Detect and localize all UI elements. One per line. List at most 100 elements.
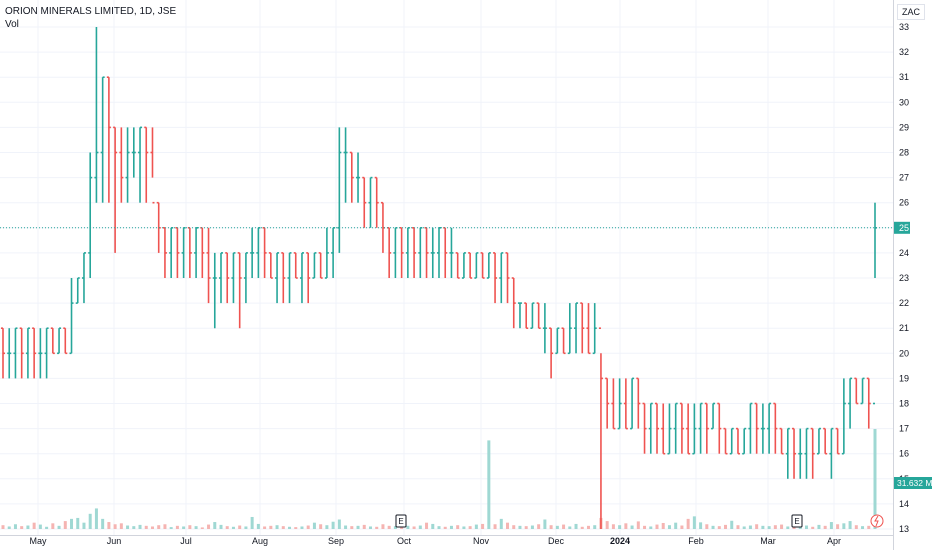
ohlc-bar <box>586 303 591 355</box>
volume-bar <box>586 525 590 529</box>
ohlc-bar <box>829 427 834 479</box>
ohlc-bar <box>524 302 529 330</box>
ohlc-bar <box>841 378 846 455</box>
volume-bar <box>45 526 49 529</box>
ohlc-bar <box>748 402 753 454</box>
volume-bar <box>518 525 522 529</box>
volume-bar <box>562 524 566 529</box>
volume-bar <box>387 525 391 529</box>
ohlc-bar <box>742 427 747 455</box>
volume-bar <box>82 522 86 529</box>
ohlc-bar <box>324 227 329 279</box>
volume-bar <box>250 516 254 529</box>
volume-bar <box>443 526 447 529</box>
earnings-marker[interactable]: E <box>395 514 407 528</box>
x-tick-label: Jul <box>180 536 192 546</box>
ohlc-bar <box>517 302 522 329</box>
volume-bar <box>817 524 821 529</box>
volume-bar <box>207 524 211 529</box>
volume-bar <box>530 525 534 529</box>
ohlc-bar <box>505 252 510 304</box>
ohlc-bar <box>88 152 93 278</box>
x-tick-label: Mar <box>760 536 776 546</box>
volume-bar <box>468 526 472 529</box>
y-tick-label: 23 <box>899 273 909 283</box>
dividend-marker[interactable] <box>870 514 884 528</box>
ohlc-bar <box>461 252 466 279</box>
volume-bar <box>655 524 659 529</box>
earnings-label: E <box>794 517 799 526</box>
ohlc-bar <box>19 327 24 379</box>
volume-bar <box>823 525 827 529</box>
ohlc-bar <box>810 427 815 479</box>
ohlc-bar <box>100 76 105 203</box>
ohlc-bar <box>57 327 62 355</box>
volume-bar <box>300 526 304 529</box>
volume-bar <box>711 525 715 529</box>
y-tick-label: 32 <box>899 47 909 57</box>
ohlc-bar <box>630 377 635 430</box>
ohlc-bar <box>250 227 255 278</box>
ohlc-bar <box>144 126 149 203</box>
currency-badge[interactable]: ZAC <box>897 4 925 20</box>
ohlc-bar <box>150 127 155 204</box>
volume-bar <box>829 522 833 529</box>
volume-bar <box>555 525 559 529</box>
ohlc-bar <box>281 252 286 304</box>
ohlc-bar <box>231 252 236 304</box>
volume-bar <box>200 527 204 529</box>
last-price-badge: 25 <box>894 221 910 234</box>
ohlc-bar <box>530 302 535 330</box>
volume-bar <box>406 525 410 529</box>
ohlc-bar <box>717 402 722 454</box>
volume-bar <box>188 525 192 529</box>
ohlc-bar <box>349 151 354 203</box>
ohlc-bar <box>779 427 784 455</box>
volume-bar <box>873 429 877 529</box>
earnings-marker[interactable]: E <box>791 514 803 528</box>
ohlc-bar <box>32 327 37 379</box>
volume-label[interactable]: Vol <box>5 19 19 30</box>
x-tick-label: May <box>29 536 47 546</box>
ohlc-bar <box>773 402 778 454</box>
volume-bar <box>94 508 98 529</box>
volume-bar <box>169 527 173 529</box>
ohlc-bar <box>362 176 367 228</box>
y-tick-label: 19 <box>899 373 909 383</box>
volume-bar <box>281 526 285 529</box>
volume-bar <box>194 526 198 529</box>
volume-bar <box>674 522 678 529</box>
ohlc-bar <box>63 327 68 355</box>
chart-legend: ORION MINERALS LIMITED, 1D, JSE Vol <box>5 5 176 31</box>
volume-bar <box>811 526 815 529</box>
ohlc-bar <box>430 227 435 278</box>
ohlc-bar <box>343 127 348 203</box>
ohlc-bar <box>499 252 504 304</box>
symbol-title[interactable]: ORION MINERALS LIMITED, 1D, JSE <box>5 6 177 17</box>
ohlc-bar <box>735 427 740 455</box>
ohlc-bar <box>798 428 803 479</box>
volume-bar <box>705 524 709 529</box>
volume-bar <box>786 526 790 529</box>
ohlc-bar <box>754 402 759 454</box>
ohlc-bar <box>468 252 473 279</box>
volume-bar <box>350 526 354 529</box>
ohlc-bar <box>293 252 298 279</box>
ohlc-bar <box>729 427 734 455</box>
volume-bar <box>119 523 123 529</box>
last-price-badge-text: 25 <box>899 223 909 233</box>
y-tick-label: 13 <box>899 524 909 534</box>
axis-badges: 25 31.632 M <box>894 221 932 489</box>
volume-bar <box>337 519 341 529</box>
ohlc-bar <box>474 252 479 279</box>
ohlc-bar <box>13 327 18 379</box>
lightning-icon <box>874 515 879 527</box>
volume-bar <box>57 525 61 529</box>
volume-bar <box>804 525 808 529</box>
ohlc-bar <box>567 303 572 355</box>
volume-bar <box>331 521 335 529</box>
volume-bar <box>780 524 784 529</box>
y-tick-label: 18 <box>899 399 909 409</box>
